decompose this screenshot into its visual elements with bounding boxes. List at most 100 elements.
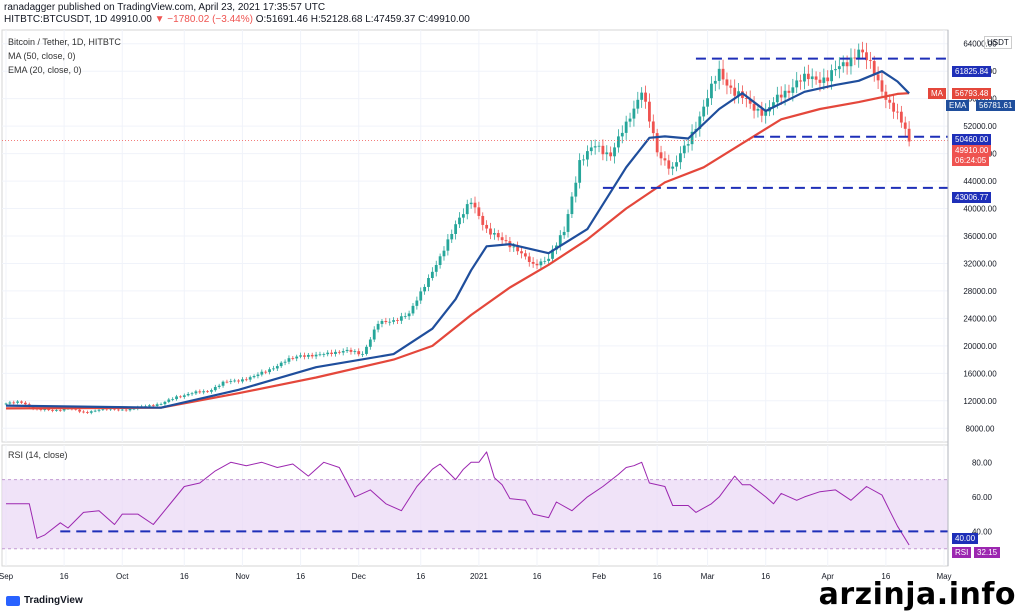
candle-body (582, 159, 585, 161)
candle-body (368, 339, 372, 347)
time-tick-label: Dec (352, 572, 366, 581)
price-tick-label: 36000.00 (963, 232, 997, 241)
candle-body (787, 90, 791, 93)
ma-tag: MA (928, 88, 946, 99)
candle-body (62, 408, 66, 411)
candle-body (853, 57, 857, 59)
candle-body (202, 391, 206, 393)
candle-body (260, 371, 264, 375)
candle-body (461, 214, 465, 218)
candle-body (430, 271, 434, 279)
time-tick-label: Nov (235, 572, 249, 581)
candle-body (186, 393, 190, 396)
candle-body (473, 202, 477, 208)
candle-body (899, 111, 903, 123)
candle-body (485, 224, 489, 229)
candle-body (799, 80, 802, 82)
candle-body (644, 92, 647, 102)
candle-body (748, 98, 752, 104)
candle-body (39, 409, 43, 411)
candle-body (392, 320, 396, 322)
candle-body (841, 62, 845, 67)
rsi-line (6, 451, 910, 546)
candle-body (729, 85, 733, 88)
candle-body (148, 405, 151, 407)
time-tick-label: 16 (60, 572, 69, 581)
candle-body (337, 351, 341, 353)
candle-body (213, 386, 217, 391)
candle-body (20, 401, 23, 403)
rsi-tick-label: 80.00 (972, 458, 993, 467)
candle-body (713, 80, 717, 84)
ema-value-tag: 56781.61 (976, 100, 1016, 111)
candle-body (318, 354, 322, 356)
candle-body (365, 346, 368, 354)
time-tick-label: 16 (881, 572, 890, 581)
candle-body (450, 233, 454, 240)
candle-body (636, 99, 640, 109)
candle-body (539, 261, 543, 266)
candle-body (663, 158, 667, 161)
candle-body (834, 69, 837, 71)
candle-body (764, 111, 768, 116)
candle-body (163, 401, 167, 405)
rsi-level-tag: 40.00 (952, 533, 979, 544)
symbol-label[interactable]: HITBTC:BTCUSDT, 1D (4, 14, 108, 25)
tradingview-logo[interactable]: TradingView (6, 595, 83, 606)
candle-body (403, 316, 407, 318)
rsi-tag: RSI (952, 547, 972, 558)
candle-body (570, 196, 574, 215)
level-2-tag: 50460.00 (952, 134, 992, 145)
candle-body (120, 409, 124, 411)
candle-body (330, 352, 333, 354)
legend-rsi[interactable]: RSI (14, close) (8, 450, 68, 460)
currency-label[interactable]: USDT (984, 36, 1012, 49)
legend-title: Bitcoin / Tether, 1D, HITBTC (8, 37, 121, 47)
price-tick-label: 64000.00 (963, 40, 997, 49)
candle-body (651, 121, 655, 134)
tradingview-label: TradingView (24, 595, 83, 606)
candle-body (380, 320, 384, 324)
candle-body (225, 381, 229, 383)
rsi-tick-label: 60.00 (972, 493, 993, 502)
candle-body (597, 145, 601, 147)
candle-body (159, 404, 163, 405)
candle-body (357, 351, 361, 355)
legend-ma[interactable]: MA (50, close, 0) (8, 51, 76, 61)
candle-body (93, 410, 97, 412)
time-tick-label: 2021 (470, 572, 488, 581)
candle-body (772, 102, 775, 108)
candle-body (124, 409, 128, 411)
candle-body (407, 313, 411, 317)
candle-body (679, 153, 682, 163)
candle-body (865, 52, 868, 61)
candle-body (51, 410, 54, 411)
candle-body (349, 349, 353, 352)
candle-body (248, 377, 252, 380)
candle-body (446, 239, 450, 251)
legend-ema[interactable]: EMA (20, close, 0) (8, 65, 82, 75)
candle-body (617, 136, 620, 148)
candle-body (155, 404, 159, 406)
candle-body (167, 399, 171, 402)
candle-body (376, 323, 380, 330)
candle-body (558, 235, 562, 246)
candle-body (671, 166, 675, 169)
level-1-tag: 61825.84 (952, 66, 992, 77)
candle-body (310, 354, 314, 357)
time-tick-label: 16 (533, 572, 542, 581)
candle-body (876, 74, 880, 81)
candle-body (752, 103, 756, 111)
candle-body (593, 146, 597, 148)
candle-body (151, 405, 155, 407)
time-tick-label: 16 (653, 572, 662, 581)
candle-body (741, 91, 744, 98)
candle-body (384, 320, 388, 323)
candle-body (632, 108, 636, 119)
candle-body (287, 358, 291, 362)
candle-body (826, 77, 830, 82)
candle-body (609, 152, 613, 157)
candle-body (78, 409, 82, 412)
candle-body (16, 401, 20, 403)
